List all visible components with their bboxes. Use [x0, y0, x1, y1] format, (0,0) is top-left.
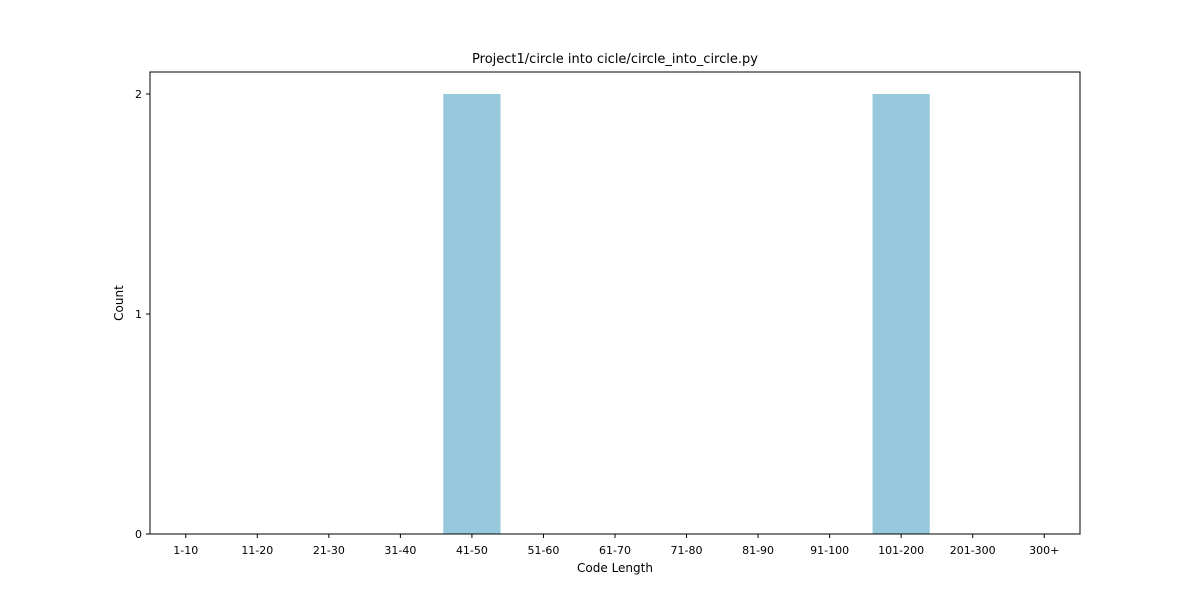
x-tick-label: 81-90 [742, 544, 774, 557]
x-tick-label: 61-70 [599, 544, 631, 557]
x-tick-label: 51-60 [527, 544, 559, 557]
y-tick-label: 1 [135, 308, 142, 321]
x-tick-label: 71-80 [671, 544, 703, 557]
bars-group [443, 94, 930, 534]
x-tick-label: 91-100 [810, 544, 849, 557]
x-axis-label: Code Length [577, 561, 653, 575]
x-axis-ticks: 1-10 11-20 21-30 31-40 41-50 51-60 61-70 71-80 8… [173, 534, 1059, 557]
y-tick-label: 2 [135, 88, 142, 101]
chart-title: Project1/circle into cicle/circle_into_c… [472, 52, 758, 67]
x-tick-label: 201-300 [950, 544, 996, 557]
bar-41-50 [443, 94, 501, 534]
x-tick-label: 21-30 [313, 544, 345, 557]
y-axis-label: Count [112, 285, 126, 321]
bar-101-200 [872, 94, 930, 534]
y-axis-ticks: 0 1 2 [135, 88, 150, 541]
x-tick-label: 101-200 [878, 544, 924, 557]
y-tick-label: 0 [135, 528, 142, 541]
x-tick-label: 1-10 [173, 544, 198, 557]
x-tick-label: 11-20 [241, 544, 273, 557]
x-tick-label: 31-40 [384, 544, 416, 557]
x-tick-label: 300+ [1029, 544, 1059, 557]
plot-frame [149, 71, 1081, 535]
x-tick-label: 41-50 [456, 544, 488, 557]
